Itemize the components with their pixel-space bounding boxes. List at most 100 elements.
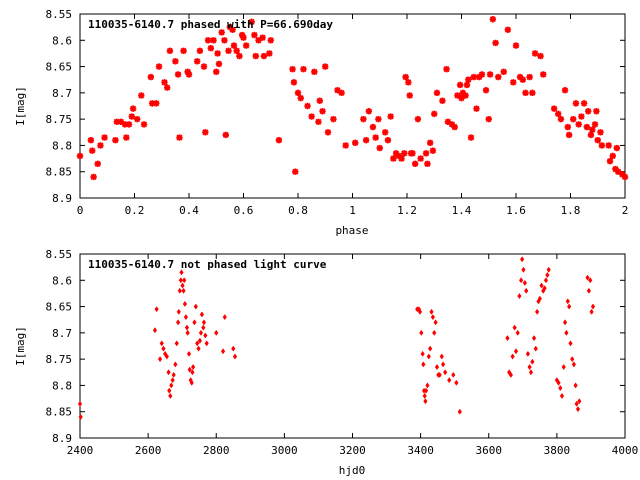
phased-data-point xyxy=(229,26,236,33)
unphased-data-point xyxy=(426,353,431,360)
phased-data-point xyxy=(422,150,430,157)
phased-data-point xyxy=(214,50,221,57)
phased-y-tick-label: 8.8 xyxy=(52,139,72,152)
unphased-data-point xyxy=(565,298,570,305)
unphased-data-point xyxy=(201,324,206,331)
unphased-data-point xyxy=(588,277,593,284)
unphased-data-point xyxy=(179,269,184,276)
unphased-data-point xyxy=(512,324,517,331)
phased-data-point xyxy=(570,115,577,123)
unphased-data-point xyxy=(167,387,172,394)
unphased-data-point xyxy=(190,369,195,376)
unphased-data-point xyxy=(175,319,181,326)
phased-data-point xyxy=(486,71,494,78)
unphased-data-point xyxy=(530,358,535,365)
phased-data-point xyxy=(267,37,274,44)
phased-data-point xyxy=(609,152,616,160)
phased-data-point xyxy=(362,136,370,144)
phased-data-point xyxy=(401,150,408,157)
phased-y-tick-label: 8.7 xyxy=(52,87,72,100)
unphased-data-point xyxy=(152,327,158,334)
phased-data-point xyxy=(236,52,243,60)
unphased-y-tick-label: 8.7 xyxy=(52,327,72,340)
unphased-data-point xyxy=(537,295,542,302)
unphased-data-point xyxy=(510,353,515,360)
unphased-data-point xyxy=(419,329,424,336)
unphased-data-point xyxy=(171,371,176,378)
phased-data-point xyxy=(125,121,133,128)
phased-data-point xyxy=(467,134,475,141)
phased-data-point xyxy=(275,136,283,144)
phased-data-point xyxy=(365,108,373,115)
phased-x-tick-label: 1 xyxy=(349,204,356,217)
phased-data-point xyxy=(342,142,349,149)
unphased-data-point xyxy=(429,308,434,315)
phased-data-point xyxy=(384,136,392,144)
unphased-data-point xyxy=(182,277,187,284)
phased-data-point xyxy=(76,152,84,160)
unphased-data-point xyxy=(589,308,594,315)
phased-data-point xyxy=(593,108,600,115)
unphased-data-point xyxy=(440,361,446,368)
phased-plot-frame xyxy=(79,13,626,199)
unphased-x-tick-label: 2600 xyxy=(135,444,162,457)
unphased-data-point xyxy=(508,371,514,378)
phased-data-point xyxy=(316,97,323,104)
phased-data-point xyxy=(409,150,416,157)
unphased-data-point xyxy=(192,319,197,326)
phased-data-point xyxy=(459,89,467,97)
unphased-data-point xyxy=(199,311,205,318)
phased-data-point xyxy=(352,139,359,146)
phased-data-point xyxy=(215,60,223,68)
unphased-light-curve-panel: 2400 2600 2800 3000 3200 3400 3600 3800 4000 8.55… xyxy=(14,248,638,477)
unphased-data-point xyxy=(169,382,174,389)
unphased-data-point xyxy=(590,303,596,310)
unphased-data-point xyxy=(439,353,444,360)
phased-data-point xyxy=(587,131,595,139)
phased-x-tick-label: 1.4 xyxy=(452,204,472,217)
unphased-data-point xyxy=(204,340,209,347)
unphased-data-point xyxy=(220,348,226,355)
phased-data-point xyxy=(583,123,591,131)
unphased-data-point xyxy=(434,363,440,371)
unphased-x-tick-label: 3600 xyxy=(476,444,503,457)
phased-data-point xyxy=(431,110,438,118)
phased-chart-title: 110035-6140.7 phased with P=66.690day xyxy=(88,18,333,31)
phased-data-point xyxy=(121,121,129,128)
phased-data-point xyxy=(289,66,296,73)
phased-data-point xyxy=(426,139,434,146)
unphased-data-point xyxy=(575,406,581,413)
phased-data-point xyxy=(174,71,182,78)
phased-y-tick-label: 8.85 xyxy=(46,166,73,179)
unphased-data-point xyxy=(190,363,196,371)
phased-data-point xyxy=(387,113,394,120)
unphased-data-point xyxy=(533,345,538,352)
phased-data-point xyxy=(202,129,209,136)
unphased-data-point xyxy=(454,379,459,386)
phased-data-point xyxy=(128,113,135,120)
unphased-y-tick-label: 8.75 xyxy=(46,353,73,366)
phased-data-point xyxy=(140,121,148,128)
unphased-data-point xyxy=(447,377,452,384)
phased-data-point xyxy=(540,71,547,78)
unphased-data-point xyxy=(417,308,423,315)
phased-data-point xyxy=(613,144,621,152)
unphased-data-point xyxy=(181,287,186,294)
phased-data-point xyxy=(476,73,483,81)
phased-data-point xyxy=(375,115,382,123)
phased-data-point xyxy=(417,155,424,162)
unphased-x-tick-label: 2400 xyxy=(67,444,94,457)
unphased-data-point xyxy=(180,282,185,289)
unphased-data-point xyxy=(570,356,575,363)
phased-data-point xyxy=(522,89,529,97)
unphased-data-point xyxy=(161,345,166,352)
phased-data-point xyxy=(376,144,383,152)
phased-data-point xyxy=(619,171,626,178)
phased-data-point xyxy=(330,115,337,123)
phased-data-point xyxy=(411,160,419,168)
unphased-data-point xyxy=(78,413,83,421)
unphased-data-point xyxy=(177,287,182,294)
phased-data-point xyxy=(94,160,101,168)
unphased-data-point xyxy=(421,361,426,368)
unphased-data-point xyxy=(159,340,164,347)
